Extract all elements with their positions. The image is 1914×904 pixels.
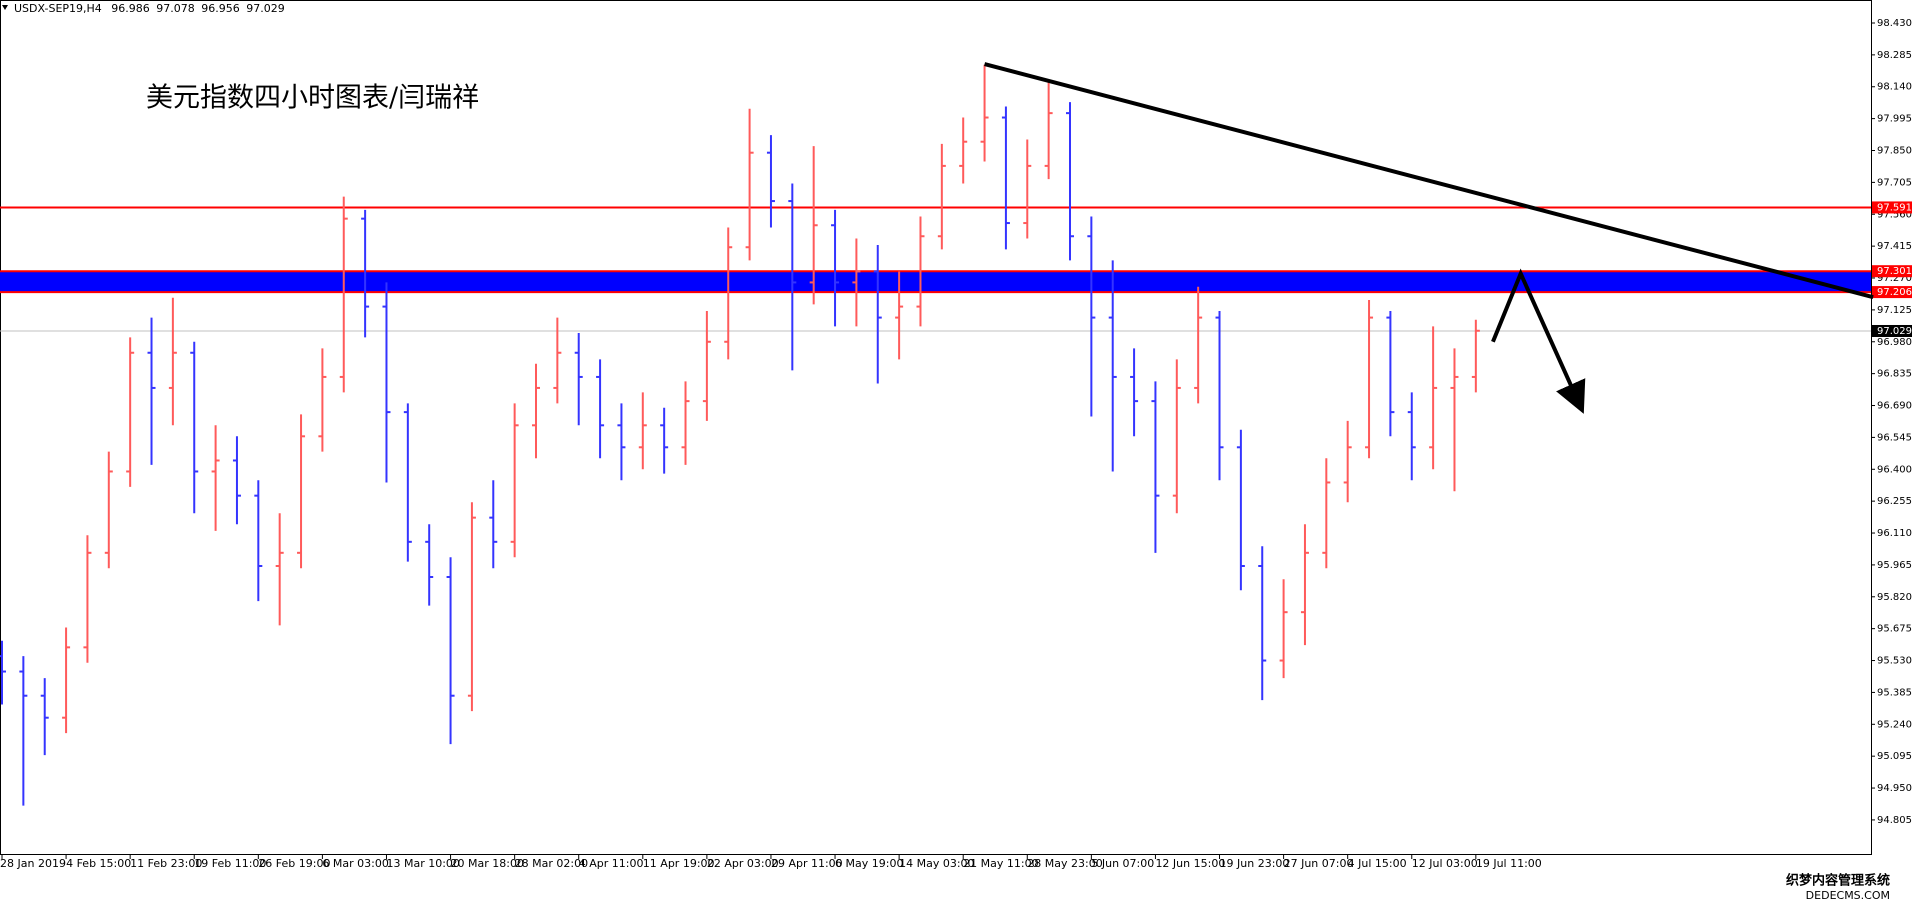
- annotation: 美元指数四小时图表/闫瑞祥: [146, 83, 479, 114]
- level-label-box: [1872, 201, 1912, 214]
- x-tick-label: 21 May 11:00: [963, 857, 1038, 870]
- x-tick-label: 28 Jan 2019: [0, 857, 66, 870]
- level-label: 97.206: [1877, 287, 1912, 298]
- level-label-box: [1872, 265, 1912, 278]
- y-tick-label: 95.820: [1877, 592, 1912, 603]
- x-tick-label: 19 Jun 23:00: [1220, 857, 1290, 870]
- quote-open: 96.986: [111, 2, 150, 15]
- watermark: DEDECMS.COM: [1806, 889, 1890, 902]
- y-tick-label: 97.125: [1877, 305, 1912, 316]
- y-tick-label: 97.270: [1877, 273, 1912, 284]
- level-label: 97.029: [1877, 326, 1912, 337]
- level-label: 97.301: [1877, 266, 1912, 277]
- x-tick-label: 11 Feb 23:00: [130, 857, 202, 870]
- y-tick-label: 97.995: [1877, 114, 1912, 125]
- zone: [0, 271, 1871, 293]
- y-tick-label: 95.965: [1877, 560, 1912, 571]
- watermark: 织梦内容管理系统: [1786, 873, 1890, 889]
- y-tick-label: 95.095: [1877, 751, 1912, 762]
- level-label: 97.591: [1877, 202, 1912, 213]
- x-tick-label: 27 Jun 07:00: [1284, 857, 1354, 870]
- y-tick-label: 94.805: [1877, 815, 1912, 826]
- y-tick-label: 95.530: [1877, 656, 1912, 667]
- symbol: USDX-SEP19,H4: [14, 2, 102, 15]
- header-icon: [2, 5, 8, 10]
- x-tick-label: 4 Feb 15:00: [66, 857, 131, 870]
- y-tick-label: 96.110: [1877, 528, 1912, 539]
- y-tick-label: 96.980: [1877, 337, 1912, 348]
- level-label-box: [1872, 324, 1912, 337]
- y-tick-label: 96.255: [1877, 496, 1912, 507]
- y-tick-label: 98.285: [1877, 50, 1912, 61]
- forecast-arrow: [1491, 268, 1586, 414]
- x-tick-label: 11 Apr 19:00: [643, 857, 715, 870]
- y-tick-label: 96.545: [1877, 432, 1912, 443]
- x-tick-label: 4 Jul 15:00: [1348, 857, 1407, 870]
- x-tick-label: 26 Feb 19:00: [258, 857, 330, 870]
- x-tick-label: 22 Apr 03:00: [707, 857, 779, 870]
- plot-frame: [0, 0, 1872, 855]
- x-tick-label: 6 May 19:00: [835, 857, 903, 870]
- x-tick-label: 19 Feb 11:00: [194, 857, 266, 870]
- quote-close: 97.029: [246, 2, 285, 15]
- y-tick-label: 95.385: [1877, 687, 1912, 698]
- quote-high: 97.078: [156, 2, 195, 15]
- chart-header: USDX-SEP19,H4 96.986 97.078 96.956 97.02…: [14, 2, 285, 15]
- y-tick-label: 98.140: [1877, 82, 1912, 93]
- y-tick-label: 95.240: [1877, 719, 1912, 730]
- x-tick-label: 13 Mar 10:00: [386, 857, 459, 870]
- y-tick-label: 97.560: [1877, 209, 1912, 220]
- y-tick-label: 97.705: [1877, 177, 1912, 188]
- trendline: [984, 62, 1874, 300]
- y-tick-label: 98.430: [1877, 18, 1912, 29]
- y-tick-label: 97.850: [1877, 146, 1912, 157]
- y-tick-label: 96.400: [1877, 464, 1912, 475]
- x-tick-label: 5 Jun 07:00: [1091, 857, 1154, 870]
- y-tick-label: 95.675: [1877, 624, 1912, 635]
- x-tick-label: 28 Mar 02:00: [515, 857, 588, 870]
- level-label-box: [1872, 286, 1912, 299]
- x-tick-label: 12 Jun 15:00: [1155, 857, 1225, 870]
- x-tick-label: 6 Mar 03:00: [322, 857, 388, 870]
- y-tick-label: 94.950: [1877, 783, 1912, 794]
- x-tick-label: 20 Mar 18:00: [451, 857, 524, 870]
- x-tick-label: 19 Jul 11:00: [1476, 857, 1542, 870]
- x-tick-label: 12 Jul 03:00: [1412, 857, 1478, 870]
- y-tick-label: 97.415: [1877, 241, 1912, 252]
- quote-low: 96.956: [201, 2, 240, 15]
- x-tick-label: 29 Apr 11:00: [771, 857, 843, 870]
- x-tick-label: 14 May 03:00: [899, 857, 974, 870]
- y-tick-label: 96.835: [1877, 369, 1912, 380]
- x-tick-label: 28 May 23:00: [1027, 857, 1102, 870]
- y-tick-label: 96.690: [1877, 401, 1912, 412]
- x-tick-label: 4 Apr 11:00: [579, 857, 644, 870]
